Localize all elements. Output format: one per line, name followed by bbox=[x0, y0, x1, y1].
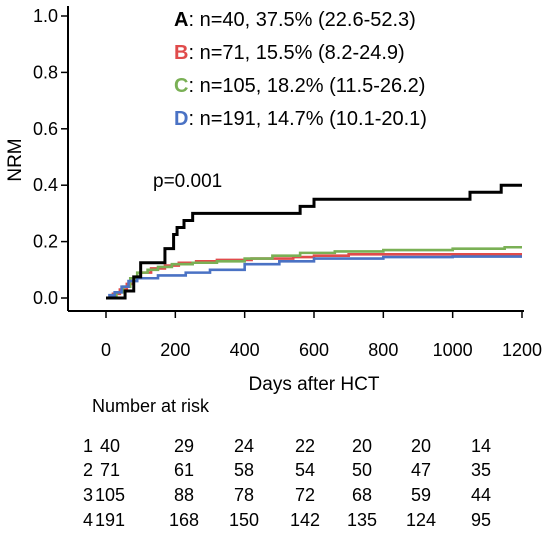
x-tick-label: 400 bbox=[230, 340, 260, 360]
risk-cell: 20 bbox=[410, 436, 432, 456]
risk-cell: 47 bbox=[410, 460, 432, 480]
risk-cell: 68 bbox=[351, 485, 373, 505]
x-tick-label: 0 bbox=[101, 340, 111, 360]
legend-letter: B bbox=[174, 42, 188, 64]
nrm-chart: 0.00.20.40.60.81.00 200 400 600 800 1000 1200 … bbox=[5, 6, 542, 395]
risk-cell: 14 bbox=[470, 436, 492, 456]
y-tick-label: 0.6 bbox=[33, 119, 58, 139]
x-tick-label: 1000 bbox=[433, 340, 473, 360]
chart-axes: 0.0 0.2 0.4 0.6 0.8 1.0 0 200 400 600 800 1000 1200 bbox=[33, 6, 542, 360]
x-tick-label: 800 bbox=[368, 340, 398, 360]
legend-entry-C: C: n=105, 18.2% (11.5-26.2) bbox=[174, 75, 425, 97]
risk-row-3: 3 105 88 78 72 68 59 44 bbox=[0, 485, 550, 509]
y-tick-label: 0.8 bbox=[33, 62, 58, 82]
risk-cell: 22 bbox=[294, 436, 316, 456]
curve-D bbox=[106, 255, 522, 300]
risk-cell: 88 bbox=[173, 485, 195, 505]
x-axis-label: Days after HCT bbox=[249, 374, 380, 395]
risk-cell: 72 bbox=[294, 485, 316, 505]
legend-letter: A bbox=[174, 9, 188, 31]
x-tick-label: 1200 bbox=[502, 340, 542, 360]
legend-entry-D: D: n=191, 14.7% (10.1-20.1) bbox=[174, 108, 427, 130]
risk-group-label: 4 bbox=[82, 510, 93, 530]
risk-cell: 168 bbox=[168, 510, 200, 530]
risk-cell: 40 bbox=[99, 436, 121, 456]
risk-cell: 29 bbox=[173, 436, 195, 456]
y-tick-label: 1.0 bbox=[33, 6, 58, 26]
risk-group-label: 2 bbox=[82, 460, 93, 480]
risk-cell: 61 bbox=[173, 460, 195, 480]
risk-cell: 35 bbox=[470, 460, 492, 480]
risk-cell: 24 bbox=[233, 436, 255, 456]
y-tick-label: 0.0 bbox=[33, 288, 58, 308]
risk-cell: 59 bbox=[410, 485, 432, 505]
curve-A bbox=[106, 183, 522, 300]
risk-cell: 54 bbox=[294, 460, 316, 480]
y-axis-label: NRM bbox=[5, 138, 26, 181]
legend-entry-A: A: n=40, 37.5% (22.6-52.3) bbox=[174, 9, 416, 31]
risk-row-4: 4 191 168 150 142 135 124 95 bbox=[0, 510, 550, 534]
legend-letter: C bbox=[174, 75, 188, 97]
risk-cell: 78 bbox=[233, 485, 255, 505]
y-tick-label: 0.2 bbox=[33, 232, 58, 252]
legend-text: : n=40, 37.5% (22.6-52.3) bbox=[188, 9, 415, 31]
risk-row-2: 2 71 61 58 54 50 47 35 bbox=[0, 460, 550, 484]
risk-group-label: 3 bbox=[82, 485, 93, 505]
risk-cell: 142 bbox=[289, 510, 321, 530]
risk-cell: 95 bbox=[470, 510, 492, 530]
risk-cell: 105 bbox=[94, 485, 126, 505]
legend-letter: D bbox=[174, 108, 188, 130]
risk-cell: 135 bbox=[346, 510, 378, 530]
risk-cell: 20 bbox=[351, 436, 373, 456]
risk-cell: 58 bbox=[233, 460, 255, 480]
x-tick-label: 600 bbox=[299, 340, 329, 360]
legend-entry-B: B: n=71, 15.5% (8.2-24.9) bbox=[174, 42, 405, 64]
risk-cell: 124 bbox=[405, 510, 437, 530]
legend-text: : n=71, 15.5% (8.2-24.9) bbox=[188, 42, 404, 64]
risk-cell: 191 bbox=[94, 510, 126, 530]
x-tick-label: 200 bbox=[160, 340, 190, 360]
p-value-annotation: p=0.001 bbox=[153, 171, 222, 192]
risk-cell: 44 bbox=[470, 485, 492, 505]
chart-series bbox=[106, 183, 522, 300]
risk-group-label: 1 bbox=[82, 436, 93, 456]
legend-text: : n=191, 14.7% (10.1-20.1) bbox=[188, 108, 427, 130]
number-at-risk-table: Number at risk 1 40 29 24 22 20 20 14 2 71 61 58 54 5… bbox=[0, 396, 550, 543]
y-tick-label: 0.4 bbox=[33, 175, 58, 195]
risk-row-1: 1 40 29 24 22 20 20 14 bbox=[0, 436, 550, 460]
legend-text: : n=105, 18.2% (11.5-26.2) bbox=[188, 75, 425, 97]
risk-cell: 150 bbox=[228, 510, 260, 530]
risk-cell: 71 bbox=[99, 460, 121, 480]
chart-legend: A: n=40, 37.5% (22.6-52.3)B: n=71, 15.5%… bbox=[174, 9, 427, 130]
risk-cell: 50 bbox=[351, 460, 373, 480]
risk-table-title: Number at risk bbox=[92, 396, 210, 416]
